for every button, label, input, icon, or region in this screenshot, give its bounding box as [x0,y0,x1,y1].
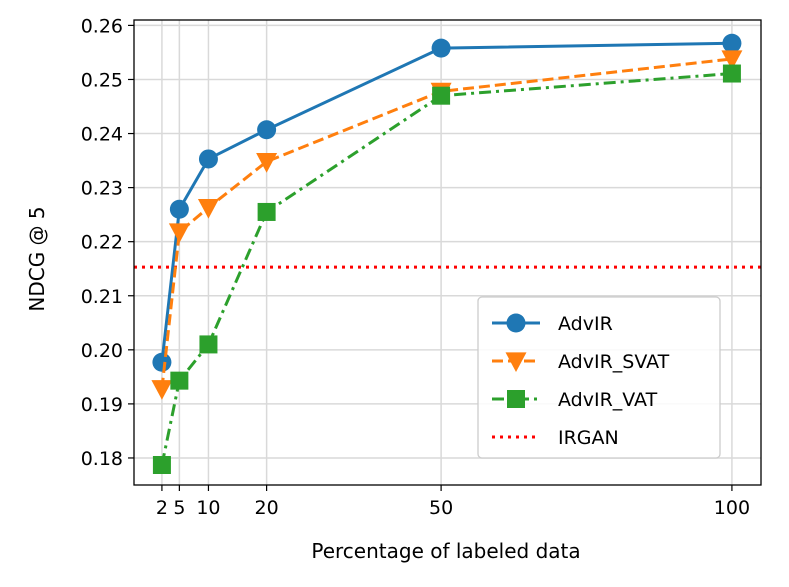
legend: AdvIR AdvIR_SVAT AdvIR_VAT IRGAN [477,296,721,459]
x-tick-label: 50 [429,497,453,519]
legend-marker [506,313,526,333]
data-point-advir-vat [170,371,189,390]
legend-marker [505,352,527,373]
data-point-advir-svat [721,50,743,70]
data-point-advir-vat [199,335,218,354]
data-point-advir-svat [168,223,190,243]
data-point-advir-vat [257,202,276,221]
y-tick-label: 0.24 [81,124,123,146]
data-point-advir-svat [151,380,173,400]
data-point-advir [169,199,189,219]
legend-label: IRGAN [558,427,619,449]
legend-label: AdvIR [558,313,613,335]
y-tick-label: 0.22 [81,232,123,254]
data-point-advir [722,33,742,53]
series-advir-vat [152,64,741,474]
legend-label: AdvIR_SVAT [558,351,670,373]
legend-item-advir: AdvIR [492,313,613,335]
legend-item-advir-vat: AdvIR_VAT [492,389,658,411]
y-axis: 0.18 0.19 0.20 0.21 0.22 0.23 0.24 0.25 0.26 [81,15,134,470]
x-tick-label: 20 [255,497,279,519]
data-point-advir-svat [256,153,278,173]
series-layer [151,33,743,474]
legend-label: AdvIR_VAT [558,389,658,411]
x-tick-label: 2 [156,497,168,519]
x-tick-label: 100 [714,497,750,519]
series-line-advir-vat [160,72,733,466]
data-point-advir [257,120,277,140]
data-point-advir-vat [152,455,171,474]
plot-area-frame [133,19,762,486]
y-tick-label: 0.21 [81,286,123,308]
data-point-advir [198,149,218,169]
y-tick-label: 0.23 [81,178,123,200]
x-tick-label: 5 [173,497,185,519]
data-point-advir [431,38,451,58]
series-line-advir-svat [160,57,733,389]
data-point-advir-svat [197,199,219,219]
legend-marker [507,390,525,408]
y-tick-label: 0.18 [81,448,123,470]
data-point-advir-vat [722,64,741,83]
y-tick-label: 0.25 [81,69,123,91]
y-axis-title: NDCG @ 5 [25,206,49,311]
y-tick-label: 0.26 [81,15,123,37]
y-tick-label: 0.19 [81,394,123,416]
legend-item-irgan: IRGAN [492,427,619,449]
x-axis: 2 5 10 20 50 100 [156,485,750,519]
data-point-advir [152,352,172,372]
data-point-advir-vat [432,86,451,105]
x-axis-title: Percentage of labeled data [311,539,580,563]
y-tick-label: 0.20 [81,340,123,362]
legend-item-advir-svat: AdvIR_SVAT [492,351,670,373]
legend-box [477,296,721,459]
x-tick-label: 10 [196,497,220,519]
